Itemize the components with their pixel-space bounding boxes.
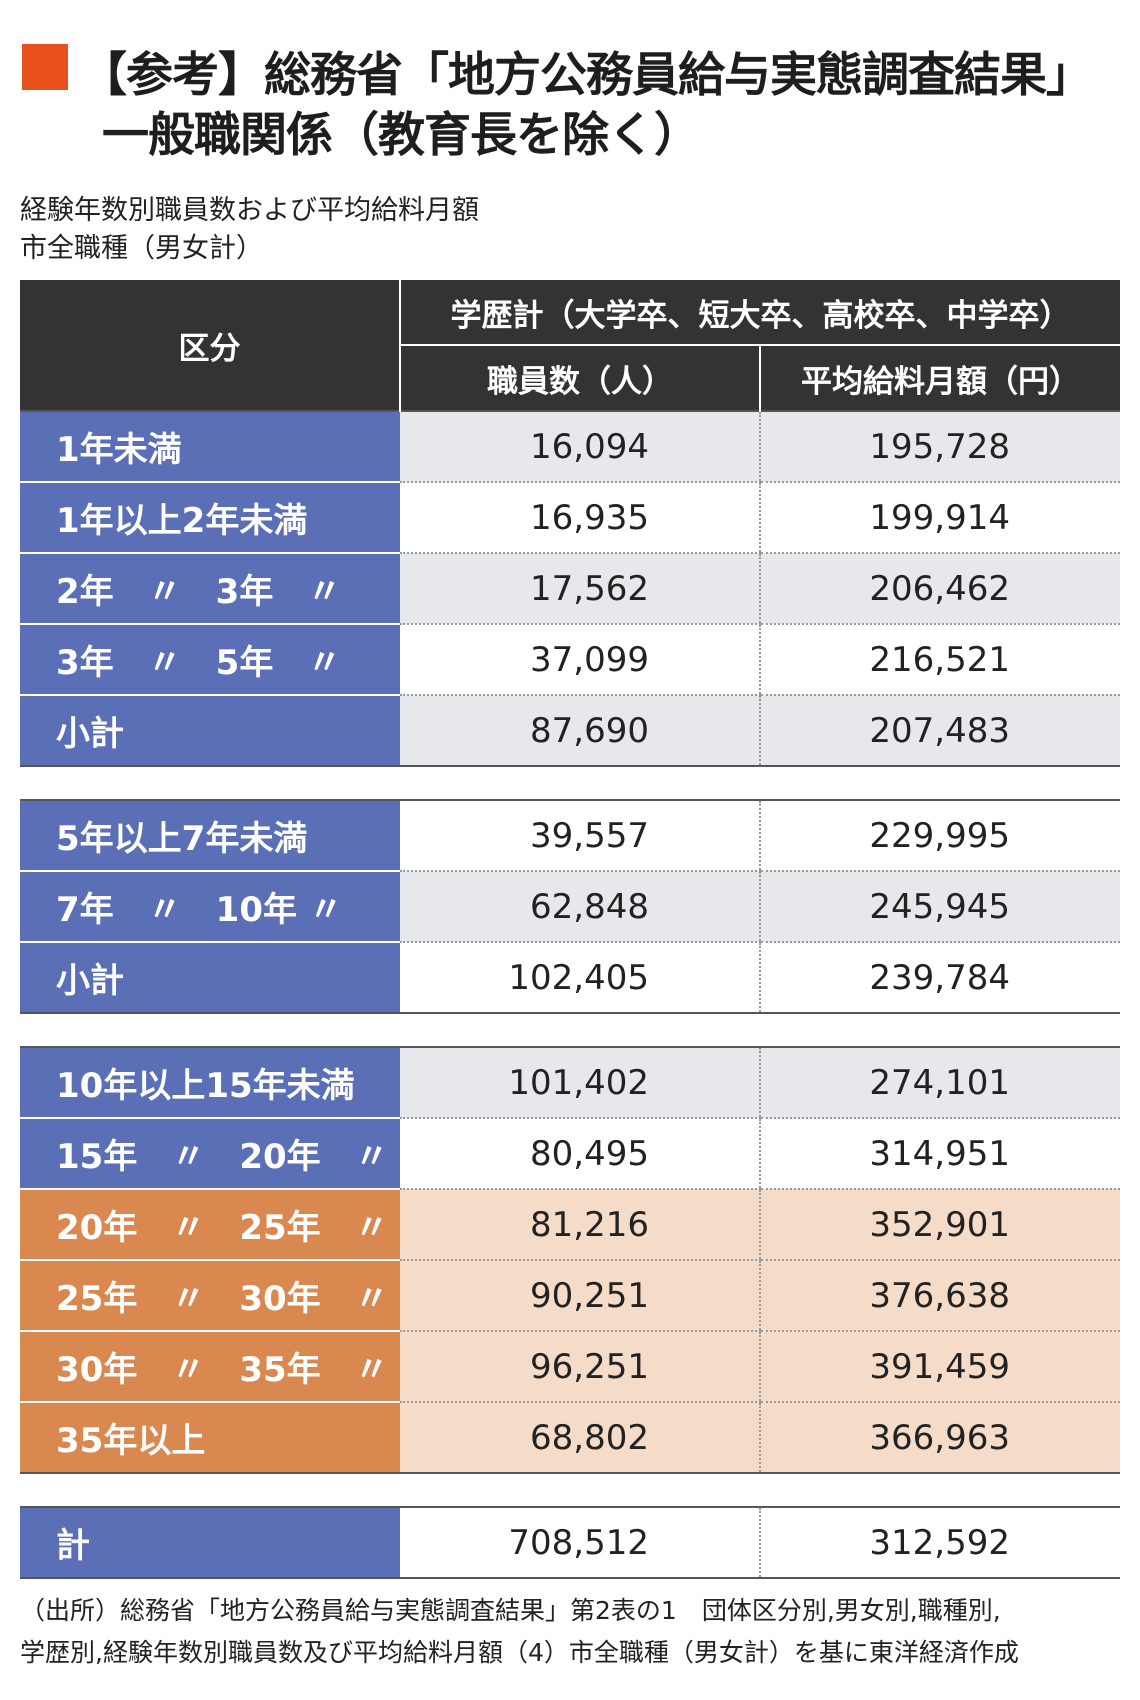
staff-count-cell: 101,402 — [400, 1046, 760, 1119]
row-label: 5年以上7年未満 — [20, 799, 400, 872]
header-average-salary: 平均給料月額（円） — [759, 345, 1120, 411]
table-caption: 経験年数別職員数および平均給料月額 市全職種（男女計） — [20, 192, 479, 268]
section-gap — [20, 1473, 1120, 1507]
table-body: 1年未満 16,094 195,728 1年以上2年未満 16,935 199,914 2年… — [20, 410, 1120, 1579]
staff-count-cell: 62,848 — [400, 871, 760, 943]
table-row: 15年 〃 20年 〃 80,495 314,951 — [20, 1118, 1120, 1190]
average-salary-cell: 195,728 — [759, 410, 1120, 483]
average-salary-cell: 312,592 — [759, 1506, 1120, 1579]
section-gap — [20, 766, 1120, 800]
table-row: 30年 〃 35年 〃 96,251 391,459 — [20, 1331, 1120, 1403]
caption-line-1: 経験年数別職員数および平均給料月額 — [20, 195, 479, 226]
row-label: 25年 〃 30年 〃 — [20, 1260, 400, 1332]
staff-count-cell: 17,562 — [400, 553, 760, 625]
header-category: 区分 — [20, 280, 400, 411]
average-salary-cell: 206,462 — [759, 553, 1120, 625]
average-salary-cell: 274,101 — [759, 1046, 1120, 1119]
row-label: 10年以上15年未満 — [20, 1046, 400, 1119]
table-row: 5年以上7年未満 39,557 229,995 — [20, 799, 1120, 872]
table-row: 小計 102,405 239,784 — [20, 942, 1120, 1014]
staff-count-cell: 16,935 — [400, 482, 760, 554]
staff-count-cell: 37,099 — [400, 624, 760, 696]
average-salary-cell: 391,459 — [759, 1331, 1120, 1403]
table-row: 3年 〃 5年 〃 37,099 216,521 — [20, 624, 1120, 696]
source-note: （出所）総務省「地方公務員給与実態調査結果」第2表の1 団体区分別,男女別,職種… — [20, 1590, 1130, 1674]
staff-count-cell: 90,251 — [400, 1260, 760, 1332]
staff-count-cell: 87,690 — [400, 695, 760, 767]
row-label: 30年 〃 35年 〃 — [20, 1331, 400, 1403]
average-salary-cell: 239,784 — [759, 942, 1120, 1014]
average-salary-cell: 229,995 — [759, 799, 1120, 872]
staff-count-cell: 708,512 — [400, 1506, 760, 1579]
average-salary-cell: 245,945 — [759, 871, 1120, 943]
table-row: 35年以上 68,802 366,963 — [20, 1402, 1120, 1474]
row-label: 小計 — [20, 942, 400, 1014]
gap-cell — [20, 1013, 1120, 1047]
row-label: 3年 〃 5年 〃 — [20, 624, 400, 696]
header-education-group: 学歴計（大学卒、短大卒、高校卒、中学卒） — [399, 280, 1120, 346]
salary-table: 区分 学歴計（大学卒、短大卒、高校卒、中学卒） 職員数（人） 平均給料月額（円）… — [20, 280, 1120, 1579]
accent-square-icon — [22, 44, 68, 90]
row-label: 小計 — [20, 695, 400, 767]
row-label: 計 — [20, 1506, 400, 1579]
table-row: 10年以上15年未満 101,402 274,101 — [20, 1046, 1120, 1119]
staff-count-cell: 96,251 — [400, 1331, 760, 1403]
table-row: 1年以上2年未満 16,935 199,914 — [20, 482, 1120, 554]
table-row: 25年 〃 30年 〃 90,251 376,638 — [20, 1260, 1120, 1332]
average-salary-cell: 314,951 — [759, 1118, 1120, 1190]
row-label: 1年以上2年未満 — [20, 482, 400, 554]
header-staff-count: 職員数（人） — [399, 345, 760, 411]
staff-count-cell: 68,802 — [400, 1402, 760, 1474]
table-row: 7年 〃 10年 〃 62,848 245,945 — [20, 871, 1120, 943]
row-label: 35年以上 — [20, 1402, 400, 1474]
heading-line-1: 【参考】総務省「地方公務員給与実態調査結果」 — [80, 48, 1093, 103]
row-label: 15年 〃 20年 〃 — [20, 1118, 400, 1190]
source-line-1: （出所）総務省「地方公務員給与実態調査結果」第2表の1 団体区分別,男女別,職種… — [20, 1596, 1001, 1625]
table-row: 計 708,512 312,592 — [20, 1506, 1120, 1579]
average-salary-cell: 199,914 — [759, 482, 1120, 554]
table-row: 小計 87,690 207,483 — [20, 695, 1120, 767]
table-row: 2年 〃 3年 〃 17,562 206,462 — [20, 553, 1120, 625]
section-gap — [20, 1013, 1120, 1047]
row-label: 20年 〃 25年 〃 — [20, 1189, 400, 1261]
staff-count-cell: 16,094 — [400, 410, 760, 483]
staff-count-cell: 39,557 — [400, 799, 760, 872]
caption-line-2: 市全職種（男女計） — [20, 233, 263, 264]
staff-count-cell: 81,216 — [400, 1189, 760, 1261]
average-salary-cell: 216,521 — [759, 624, 1120, 696]
heading-line-2: 一般職関係（教育長を除く） — [102, 108, 701, 163]
table-row: 1年未満 16,094 195,728 — [20, 410, 1120, 483]
table-row: 20年 〃 25年 〃 81,216 352,901 — [20, 1189, 1120, 1261]
staff-count-cell: 80,495 — [400, 1118, 760, 1190]
average-salary-cell: 207,483 — [759, 695, 1120, 767]
gap-cell — [20, 766, 1120, 800]
average-salary-cell: 376,638 — [759, 1260, 1120, 1332]
average-salary-cell: 352,901 — [759, 1189, 1120, 1261]
row-label: 1年未満 — [20, 410, 400, 483]
row-label: 2年 〃 3年 〃 — [20, 553, 400, 625]
staff-count-cell: 102,405 — [400, 942, 760, 1014]
row-label: 7年 〃 10年 〃 — [20, 871, 400, 943]
average-salary-cell: 366,963 — [759, 1402, 1120, 1474]
gap-cell — [20, 1473, 1120, 1507]
source-line-2: 学歴別,経験年数別職員数及び平均給料月額（4）市全職種（男女計）を基に東洋経済作… — [20, 1638, 1019, 1667]
